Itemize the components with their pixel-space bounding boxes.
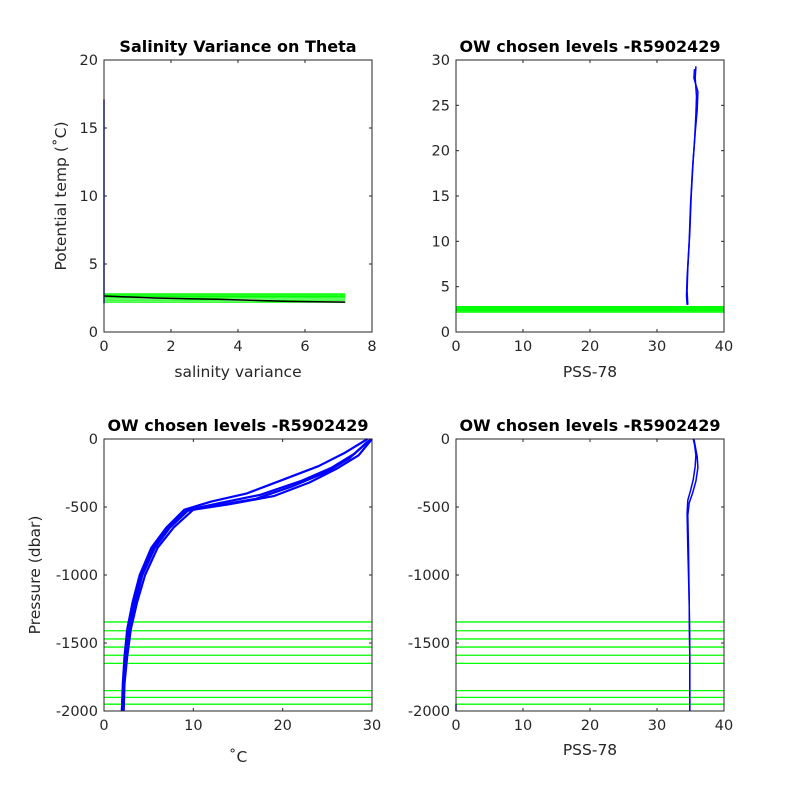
panel-1-ytick-label: 0	[89, 325, 98, 341]
panel-2-ytick-label: 30	[432, 53, 450, 69]
panel-1-ytick-label: 15	[80, 121, 98, 137]
panel-4-xlabel: PSS-78	[563, 741, 617, 759]
panel-2-ytick-label: 15	[432, 189, 450, 205]
panel-4-series-line	[687, 438, 699, 711]
panel-pressure-salinity: OW chosen levels -R5902429 0 10 20 30 40 -200…	[408, 416, 733, 759]
panel-2-ytick-label: 0	[441, 325, 450, 341]
panel-1-xtick-label: 2	[166, 339, 175, 355]
panel-2-xtick-label: 0	[451, 339, 460, 355]
panel-4-ytick-label: -2000	[408, 704, 450, 720]
panel-1-ytick-label: 5	[89, 257, 98, 273]
panel-3-xtick-label: 20	[273, 718, 291, 734]
panel-3-series-line	[121, 438, 371, 712]
panel-2-title: OW chosen levels -R5902429	[459, 37, 720, 56]
panel-3-ytick-label: -2000	[56, 704, 98, 720]
panel-2-ytick-label: 10	[432, 234, 450, 250]
panel-2-xlabel: PSS-78	[563, 363, 617, 381]
panel-2-xtick-label: 40	[715, 339, 733, 355]
panel-4-xtick-label: 20	[581, 718, 599, 734]
panel-3-series-line	[122, 438, 373, 712]
panel-4-ytick-label: -1500	[408, 636, 450, 652]
panel-4-xtick-label: 30	[648, 718, 666, 734]
panel-1-xtick-label: 6	[300, 339, 309, 355]
panel-2-ytick-label: 25	[432, 98, 450, 114]
panel-3-ytick-label: -1000	[56, 568, 98, 584]
panel-4-ytick-label: 0	[441, 432, 450, 448]
panel-1-series-line	[103, 295, 346, 303]
panel-3-series-line	[120, 438, 369, 712]
panel-3-ytick-label: -1500	[56, 636, 98, 652]
panel-1-xtick-label: 4	[233, 339, 242, 355]
panel-4-xtick-label: 10	[514, 718, 532, 734]
panel-2-ytick-label: 5	[441, 280, 450, 296]
panel-2-axes-box	[455, 59, 725, 333]
panel-1-xtick-label: 8	[367, 339, 376, 355]
panel-4-ytick-label: -500	[417, 500, 450, 516]
panel-1-xlabel: salinity variance	[174, 363, 301, 381]
panel-3-title: OW chosen levels -R5902429	[107, 416, 368, 435]
panel-2-xtick-label: 10	[514, 339, 532, 355]
panel-1-axes-box	[103, 59, 373, 333]
panel-2-ytick-label: 20	[432, 144, 450, 160]
panel-salinity-variance: Salinity Variance on Theta 0 2 4 6 8 0 5 10 15 20…	[52, 37, 377, 381]
panel-4-title: OW chosen levels -R5902429	[459, 416, 720, 435]
panel-4-xtick-label: 0	[451, 718, 460, 734]
panel-2-series-line	[686, 69, 699, 305]
panel-1-ylabel: Potential temp (˚C)	[52, 122, 70, 271]
panel-3-xtick-label: 0	[99, 718, 108, 734]
panel-3-ytick-label: -500	[65, 500, 98, 516]
panel-2-xtick-label: 30	[648, 339, 666, 355]
panel-2-xtick-label: 20	[581, 339, 599, 355]
panel-1-title: Salinity Variance on Theta	[119, 37, 356, 56]
panel-4-axes-box	[455, 438, 725, 712]
panel-pressure-temperature: OW chosen levels -R5902429 0 10 20 30 -2000 -…	[26, 416, 381, 766]
panel-1-ytick-label: 10	[80, 189, 98, 205]
panel-3-xlabel: ˚C	[229, 748, 248, 766]
panel-1-xtick-label: 0	[99, 339, 108, 355]
panel-4-xtick-label: 40	[715, 718, 733, 734]
panel-3-series-line	[120, 440, 369, 712]
panel-4-ytick-label: -1000	[408, 568, 450, 584]
panel-3-xtick-label: 10	[184, 718, 202, 734]
panel-1-ytick-label: 20	[80, 53, 98, 69]
panel-3-ylabel: Pressure (dbar)	[26, 516, 44, 635]
panel-3-xtick-label: 30	[363, 718, 381, 734]
panel-theta-salinity: OW chosen levels -R5902429 0 10 20 30 40 0 5 10…	[432, 37, 734, 381]
panel-3-ytick-label: 0	[89, 432, 98, 448]
